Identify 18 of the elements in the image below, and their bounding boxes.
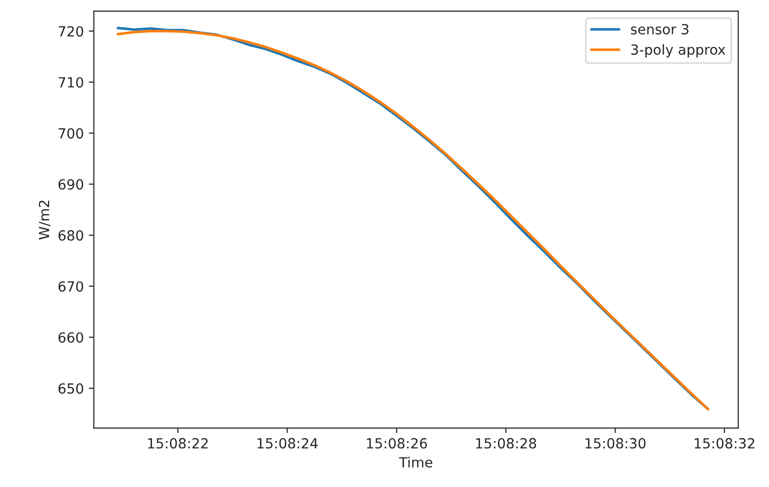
y-tick-label: 690 (58, 179, 84, 190)
x-tick-label: 15:08:22 (148, 438, 208, 449)
x-tick-label: 15:08:26 (366, 438, 427, 449)
y-tick-label: 710 (58, 77, 84, 88)
y-tick-label: 660 (58, 332, 84, 343)
y-tick-label: 720 (58, 26, 84, 37)
x-tick-label: 15:08:24 (258, 438, 318, 449)
x-tick-label: 15:08:32 (694, 438, 754, 449)
y-tick-label: 670 (58, 281, 84, 292)
x-axis-title: Time (398, 456, 432, 468)
x-tick-label: 15:08:30 (586, 438, 646, 449)
y-tick-label: 680 (58, 230, 84, 241)
y-tick-label: 650 (58, 383, 84, 394)
y-axis-title: W/m2 (38, 200, 50, 240)
x-tick-label: 15:08:28 (476, 438, 536, 449)
legend-label: 3-poly approx (631, 44, 726, 58)
y-tick-label: 700 (58, 128, 84, 139)
legend-label: sensor 3 (631, 24, 688, 34)
